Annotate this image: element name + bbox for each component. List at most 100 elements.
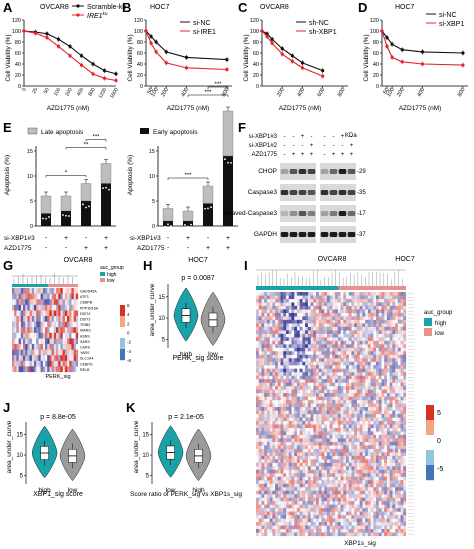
heat-cell — [362, 483, 366, 488]
heat-cell — [359, 483, 363, 488]
heat-cell — [356, 448, 360, 453]
heat-cell — [256, 375, 259, 380]
heat-cell — [280, 292, 284, 296]
heat-cell — [324, 441, 328, 446]
heat-cell — [283, 427, 287, 432]
heat-cell — [354, 497, 358, 502]
heat-cell — [392, 459, 396, 463]
heat-cell — [356, 417, 360, 422]
heat-cell — [365, 424, 368, 428]
heat-cell — [294, 333, 298, 338]
heat-cell — [12, 349, 15, 356]
heat-cell — [288, 476, 292, 481]
heat-cell — [64, 360, 68, 367]
heat-cell — [351, 403, 355, 408]
heat-cell — [335, 529, 338, 533]
heat-cell — [291, 431, 295, 436]
heat-cell — [398, 383, 401, 387]
heat-cell — [288, 434, 292, 439]
heat-cell — [376, 529, 379, 533]
heat-cell — [329, 529, 333, 533]
heat-cell — [31, 316, 35, 322]
heat-cell — [305, 309, 308, 314]
heat-cell — [368, 508, 371, 512]
heat-cell — [384, 319, 388, 324]
heat-cell — [395, 427, 398, 432]
heat-cell — [381, 448, 385, 453]
heat-cell — [343, 431, 347, 436]
heat-cell — [397, 515, 401, 519]
heat-cell — [370, 427, 374, 432]
heat-cell — [258, 417, 262, 422]
heat-cell — [310, 414, 314, 418]
heat-cell — [329, 396, 333, 401]
heat-cell — [389, 326, 393, 331]
heat-cell — [376, 435, 379, 439]
heat-cell — [362, 365, 366, 369]
heat-cell — [321, 375, 325, 380]
heat-cell — [332, 344, 336, 348]
heat-cell — [370, 323, 374, 327]
heat-cell — [294, 476, 298, 481]
heat-cell — [310, 522, 314, 526]
heat-cell — [378, 400, 382, 404]
heat-cell — [324, 462, 328, 467]
heat-cell — [283, 459, 287, 463]
heat-cell — [316, 473, 319, 477]
heat-cell — [379, 501, 382, 505]
panel-g-legend-high-swatch — [100, 272, 105, 276]
heat-cell — [340, 323, 344, 327]
heat-cell — [40, 332, 43, 339]
heat-cell — [392, 424, 396, 429]
heat-cell — [280, 393, 284, 397]
heat-cell — [277, 525, 281, 530]
heat-cell — [266, 319, 270, 324]
heat-cell — [294, 438, 298, 442]
heat-cell — [324, 417, 328, 422]
heat-cell — [29, 366, 32, 373]
heat-cell — [294, 355, 297, 359]
heat-cell — [324, 298, 328, 303]
heat-cell — [400, 305, 404, 310]
heat-cell — [25, 366, 28, 373]
heat-cell — [264, 438, 268, 442]
heat-cell — [316, 417, 319, 422]
heat-cell — [324, 403, 328, 408]
heat-cell — [75, 355, 79, 361]
heat-cell — [367, 490, 371, 495]
heat-cell — [324, 340, 328, 345]
heat-cell — [18, 327, 21, 333]
heat-cell — [272, 361, 276, 366]
heat-cell — [378, 393, 382, 397]
heat-cell — [288, 501, 292, 505]
panel-f-cell-ovcar8: OVCAR8 — [318, 256, 347, 263]
heat-cell — [258, 424, 262, 429]
heat-cell — [313, 379, 317, 383]
heat-cell — [354, 522, 358, 526]
heat-cell — [398, 341, 401, 345]
blot-label-caspase3: Caspase3 — [248, 189, 278, 196]
heat-cell — [34, 355, 37, 361]
heat-cell — [294, 466, 298, 470]
bar-early — [223, 156, 233, 226]
heat-cell — [318, 365, 322, 369]
heat-cell — [60, 355, 63, 361]
heat-cell — [343, 532, 347, 537]
scale-tick-label: -2 — [127, 340, 131, 345]
heat-cell — [294, 347, 298, 352]
heat-cell — [305, 389, 308, 394]
heat-cell — [261, 445, 265, 449]
heat-cell — [294, 417, 298, 422]
heat-cell — [384, 379, 388, 383]
heat-cell — [288, 379, 292, 383]
heat-cell — [316, 480, 319, 484]
heat-cell — [318, 431, 322, 436]
heat-cell — [321, 302, 325, 307]
heat-cell — [294, 529, 298, 533]
heat-cell — [376, 448, 379, 453]
y-tick-label: 10 — [27, 174, 33, 180]
heat-cell — [386, 466, 390, 470]
heat-cell — [343, 295, 347, 300]
heat-cell — [272, 351, 276, 355]
